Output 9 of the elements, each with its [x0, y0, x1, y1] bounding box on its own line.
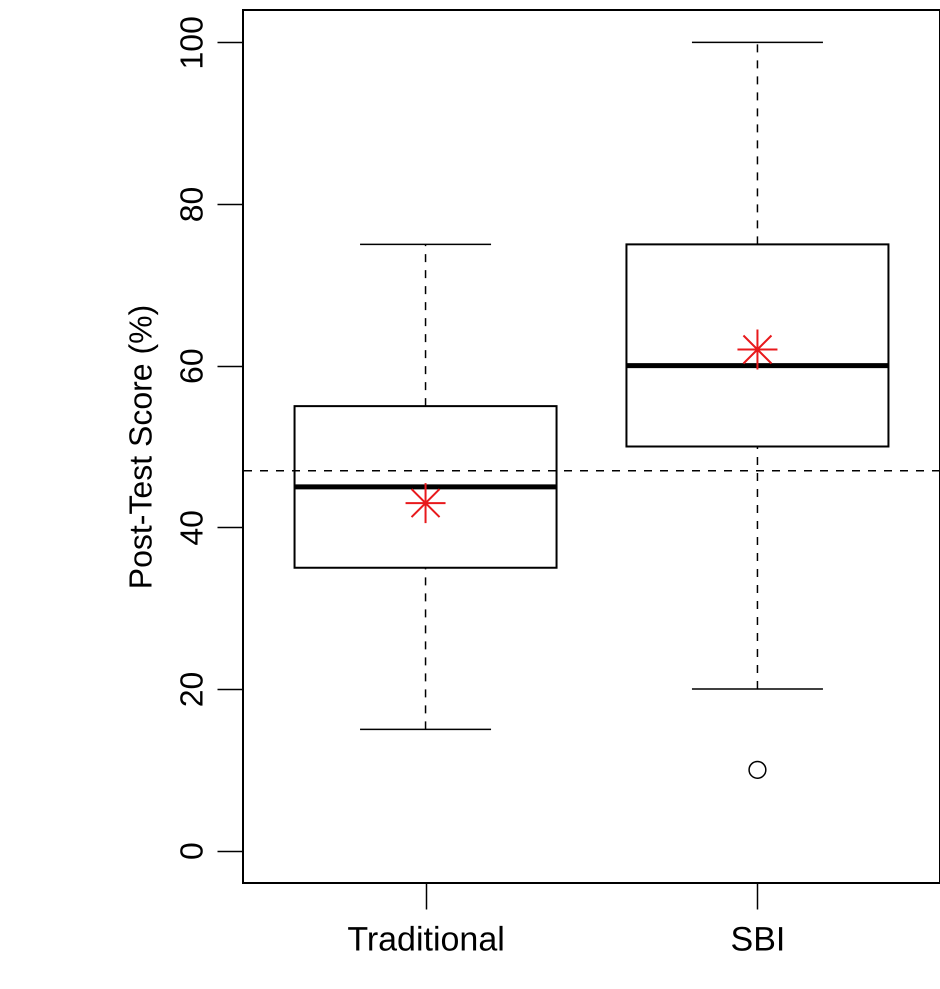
y-tick-label: 40 — [174, 510, 210, 546]
y-axis-title: Post-Test Score (%) — [122, 304, 158, 590]
y-tick-label: 80 — [174, 186, 210, 222]
x-tick-label: SBI — [730, 920, 786, 958]
y-tick-label: 20 — [174, 672, 210, 708]
y-tick-label: 100 — [174, 16, 210, 70]
x-tick-label: Traditional — [347, 920, 505, 958]
y-tick-label: 60 — [174, 348, 210, 384]
y-tick-label: 0 — [174, 842, 210, 860]
